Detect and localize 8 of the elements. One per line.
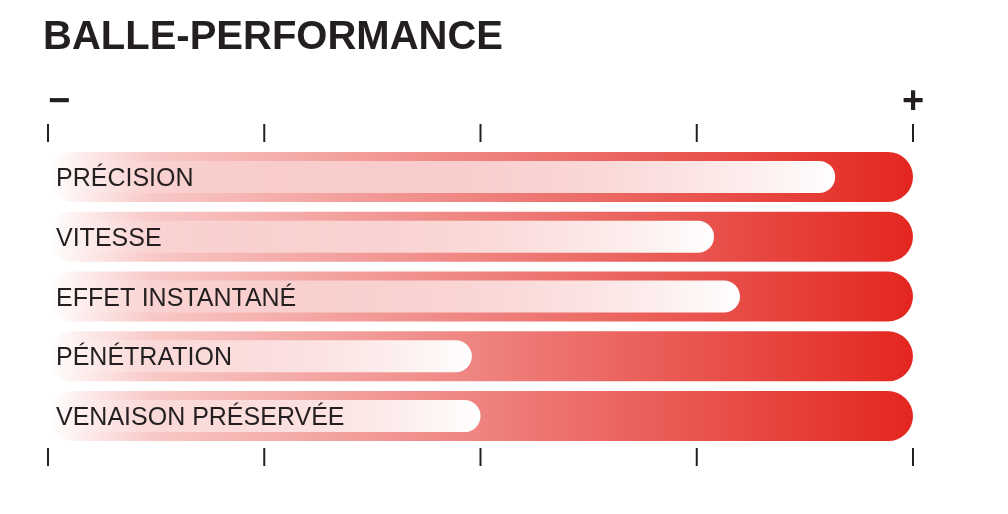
y-tick-label: EFFET INSTANTANÉ [56, 282, 297, 311]
chart-title: BALLE-PERFORMANCE [43, 13, 503, 57]
y-tick-label: PÉNÉTRATION [56, 342, 232, 371]
text: + [901, 79, 925, 121]
y-tick-label: VENAISON PRÉSERVÉE [56, 402, 345, 431]
y-tick-label: PRÉCISION [56, 162, 194, 191]
y-tick-label: VITESSE [56, 222, 162, 251]
text: − [48, 79, 71, 121]
